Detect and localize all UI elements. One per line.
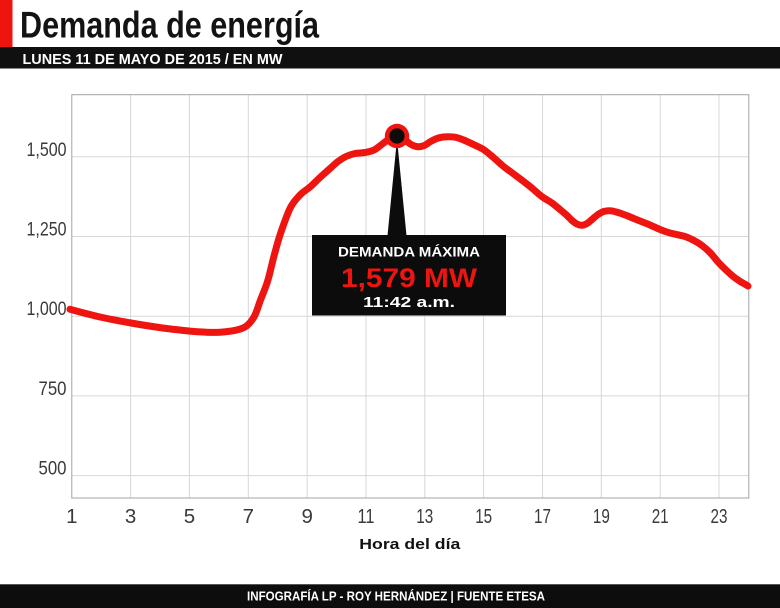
svg-text:Hora del día: Hora del día	[359, 537, 461, 553]
svg-text:1,579 MW: 1,579 MW	[341, 263, 477, 293]
svg-text:15: 15	[475, 505, 492, 528]
svg-text:11: 11	[358, 505, 375, 528]
svg-text:1,250: 1,250	[27, 220, 67, 241]
svg-text:13: 13	[416, 505, 433, 528]
svg-text:7: 7	[243, 505, 254, 528]
svg-text:DEMANDA MÁXIMA: DEMANDA MÁXIMA	[338, 243, 480, 259]
svg-text:23: 23	[711, 505, 728, 528]
svg-text:750: 750	[39, 379, 67, 400]
svg-text:1,500: 1,500	[27, 140, 67, 161]
svg-text:Demanda de energía: Demanda de energía	[20, 5, 319, 46]
svg-text:21: 21	[652, 505, 669, 528]
svg-text:11:42 a.m.: 11:42 a.m.	[363, 295, 455, 311]
svg-text:1: 1	[66, 505, 77, 528]
svg-text:1,000: 1,000	[27, 299, 67, 320]
svg-text:9: 9	[301, 505, 312, 528]
svg-text:LUNES 11 DE MAYO DE 2015 / EN: LUNES 11 DE MAYO DE 2015 / EN MW	[23, 52, 283, 68]
svg-text:5: 5	[184, 505, 195, 528]
svg-text:INFOGRAFÍA LP - ROY HERNÁNDEZ: INFOGRAFÍA LP - ROY HERNÁNDEZ | FUENTE E…	[247, 589, 545, 604]
svg-text:500: 500	[39, 459, 67, 480]
svg-text:19: 19	[593, 505, 610, 528]
svg-text:17: 17	[534, 505, 551, 528]
svg-text:3: 3	[125, 505, 136, 528]
